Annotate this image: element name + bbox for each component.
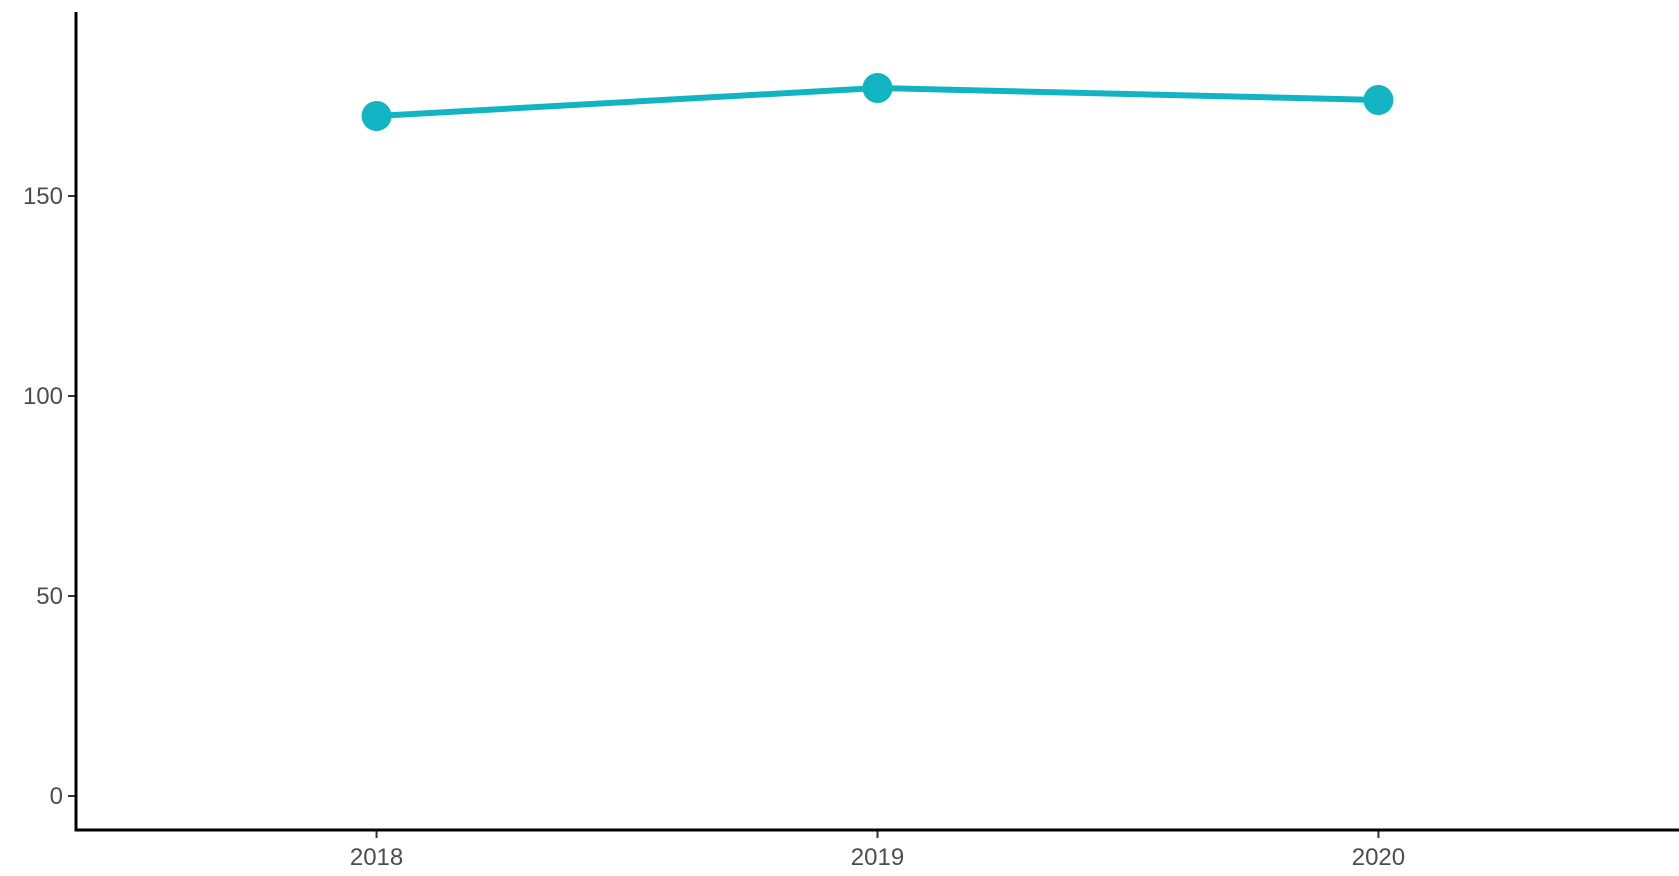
series-layer <box>361 73 1394 131</box>
x-tick-label: 2018 <box>350 844 403 871</box>
y-tick-label: 100 <box>23 383 63 410</box>
data-point <box>1363 85 1394 115</box>
x-axis-ticks: 2018 2019 2020 <box>350 830 1405 871</box>
y-tick-label: 50 <box>36 583 63 610</box>
x-tick-label: 2019 <box>851 844 904 871</box>
y-tick-label: 150 <box>23 183 63 210</box>
x-tick-label: 2020 <box>1352 844 1405 871</box>
data-point <box>862 73 893 103</box>
y-axis-ticks: 0 50 100 150 <box>23 183 76 810</box>
data-point <box>361 101 392 131</box>
y-tick-label: 0 <box>50 783 63 810</box>
